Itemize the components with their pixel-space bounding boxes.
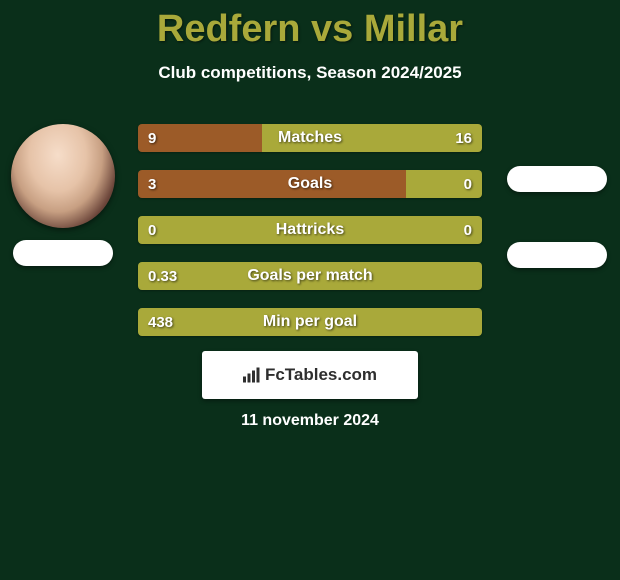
page-title: Redfern vs Millar [0, 0, 620, 51]
stat-bar: 916Matches [138, 124, 482, 152]
logo-text: FcTables.com [243, 365, 377, 385]
stat-bar: 0.33Goals per match [138, 262, 482, 290]
stat-bar: 30Goals [138, 170, 482, 198]
stat-bar-left-seg [138, 124, 262, 152]
player-right-col [502, 116, 612, 268]
stat-bar-full-seg [138, 308, 482, 336]
stat-bar-full-seg [138, 216, 482, 244]
stat-bar: 00Hattricks [138, 216, 482, 244]
stat-bar: 438Min per goal [138, 308, 482, 336]
logo-box: FcTables.com [202, 351, 418, 399]
player-right-name-pill-1 [507, 166, 607, 192]
player-left-name-pill [13, 240, 113, 266]
stat-bar-right-seg [262, 124, 482, 152]
stat-bar-right-seg [406, 170, 482, 198]
player-left-col [8, 124, 118, 266]
comparison-bars: 916Matches 30Goals 00Hattricks 0.33Goals pe… [138, 124, 482, 354]
subtitle: Club competitions, Season 2024/2025 [0, 63, 620, 83]
player-left-avatar [11, 124, 115, 228]
stat-bar-left-seg [138, 170, 406, 198]
stat-bar-full-seg [138, 262, 482, 290]
bar-chart-icon [243, 367, 261, 383]
date-line: 11 november 2024 [0, 412, 620, 430]
logo-label: FcTables.com [265, 365, 377, 385]
player-right-name-pill-2 [507, 242, 607, 268]
